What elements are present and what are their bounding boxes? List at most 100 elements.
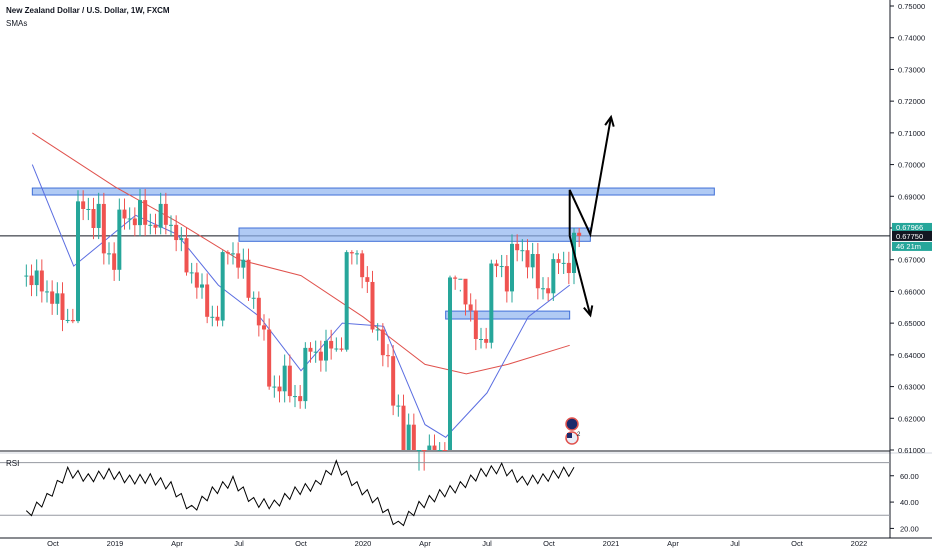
- price-tick-label: 0.67000: [898, 256, 925, 265]
- candle-body: [551, 259, 556, 294]
- candle-body: [473, 310, 478, 339]
- candle-body: [365, 277, 370, 282]
- bullish-projection[interactable]: [568, 116, 612, 238]
- candle-body: [132, 218, 137, 226]
- candle-body: [50, 291, 55, 304]
- bearish-projection-arrowhead: [583, 305, 594, 318]
- symbol-title: New Zealand Dollar / U.S. Dollar, 1W, FX…: [6, 6, 170, 15]
- axes-layer: 0.75000 0.74000 0.73000 0.72000 0.71000 0.700…: [47, 2, 932, 548]
- candle-body: [60, 293, 65, 320]
- candle-body: [360, 253, 365, 278]
- candle-body: [194, 272, 199, 288]
- candle-body: [520, 250, 525, 252]
- candle-body: [272, 386, 277, 388]
- candle-body: [251, 297, 256, 299]
- candle-body: [494, 263, 499, 267]
- rsi-tick-label: 60.00: [900, 472, 919, 481]
- bearish-projection[interactable]: [568, 235, 592, 316]
- candle-body: [344, 252, 349, 350]
- candle-body: [566, 262, 571, 274]
- rsi-indicator-label[interactable]: RSI: [6, 459, 20, 468]
- time-axis-label: Apr: [171, 539, 183, 548]
- sma-indicator-label[interactable]: SMAs: [6, 19, 28, 28]
- time-axis-label: Apr: [667, 539, 679, 548]
- candle-body: [158, 203, 163, 228]
- candle-body: [437, 450, 442, 451]
- candle-body: [225, 252, 230, 254]
- price-tick-label: 0.75000: [898, 2, 925, 11]
- time-axis-label: Oct: [791, 539, 804, 548]
- candle-body: [406, 424, 411, 450]
- candle-body: [510, 243, 514, 292]
- candle-body: [577, 232, 582, 236]
- time-axis-label: Oct: [543, 539, 556, 548]
- candle-body: [561, 262, 566, 264]
- candle-body: [318, 351, 323, 361]
- candle-body: [210, 316, 215, 318]
- candle-body: [386, 355, 390, 357]
- candle-body: [535, 254, 540, 289]
- candle-body: [256, 297, 261, 326]
- candle-body: [91, 208, 96, 228]
- price-tick-label: 0.65000: [898, 319, 925, 328]
- candle-body: [479, 339, 483, 340]
- candle-body: [355, 253, 359, 255]
- countdown-badge: [892, 241, 932, 251]
- candle-body: [504, 266, 509, 292]
- candle-body: [375, 329, 380, 331]
- candle-body: [303, 347, 308, 402]
- price-tick-label: 0.70000: [898, 161, 925, 170]
- price-tick-label: 0.61000: [898, 446, 925, 455]
- nz-flag-event-icon[interactable]: [565, 417, 579, 431]
- support-zone[interactable]: [445, 310, 571, 320]
- candle-body: [458, 278, 463, 280]
- candle-body: [70, 319, 75, 322]
- candle-body: [499, 266, 504, 268]
- resistance-zone-middle[interactable]: [238, 227, 591, 242]
- candle-body: [236, 253, 241, 268]
- price-badge-top: [892, 222, 932, 232]
- candle-body: [96, 203, 101, 228]
- candle-body: [530, 254, 535, 268]
- projection-layer: [568, 114, 615, 318]
- candle-body: [220, 252, 225, 321]
- candle-body: [112, 253, 117, 270]
- price-tick-label: 0.72000: [898, 97, 925, 106]
- candle-body: [396, 405, 401, 407]
- candle-body: [163, 203, 168, 225]
- time-axis-label: Jul: [730, 539, 740, 548]
- candle-body: [463, 278, 468, 305]
- candle-body: [515, 243, 520, 251]
- candle-body: [324, 340, 328, 361]
- price-tick-label: 0.66000: [898, 287, 925, 296]
- candle-body: [39, 270, 44, 292]
- candle-body: [442, 450, 447, 451]
- candle-body: [215, 316, 220, 321]
- price-tick-label: 0.69000: [898, 192, 925, 201]
- price-tick-label: 0.64000: [898, 351, 925, 360]
- candles-layer: [24, 188, 582, 471]
- candle-body: [541, 288, 545, 290]
- candle-body: [122, 209, 127, 219]
- rsi-tick-label: 40.00: [900, 498, 919, 507]
- candle-body: [246, 259, 251, 298]
- price-badge-top-text: 0.67966: [896, 223, 923, 232]
- candle-body: [45, 291, 49, 293]
- candle-body: [138, 200, 142, 226]
- candle-body: [287, 365, 292, 397]
- candle-body: [143, 200, 148, 225]
- candle-body: [468, 304, 473, 311]
- candle-body: [411, 424, 416, 450]
- candle-body: [453, 277, 458, 279]
- event-count-label: 2: [577, 432, 581, 438]
- us-flag-canton: [567, 433, 572, 438]
- candle-body: [55, 293, 60, 304]
- resistance-zone-upper[interactable]: [31, 187, 715, 196]
- event-icons-layer: 2: [565, 417, 581, 445]
- candle-body: [380, 329, 385, 356]
- candle-body: [231, 253, 235, 255]
- candle-body: [169, 224, 173, 226]
